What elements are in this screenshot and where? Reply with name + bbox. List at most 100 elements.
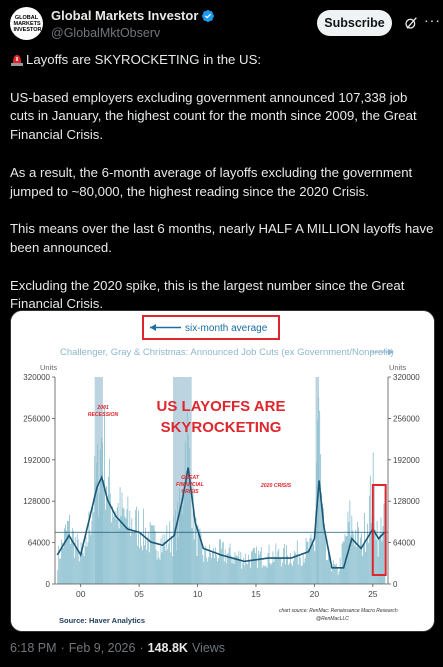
bar xyxy=(232,556,234,584)
bar xyxy=(91,520,93,584)
bar xyxy=(248,554,250,584)
account-name-row[interactable]: Global Markets Investor xyxy=(51,8,215,23)
bar xyxy=(382,525,384,584)
bar xyxy=(347,511,349,584)
bar xyxy=(75,546,77,584)
bar xyxy=(373,484,375,584)
bar xyxy=(109,493,111,584)
bar xyxy=(104,405,105,584)
bar xyxy=(327,560,328,584)
bar xyxy=(179,488,180,584)
bar xyxy=(352,530,354,584)
avatar[interactable]: GLOBAL MARKETS INVESTOR xyxy=(10,7,43,40)
bar xyxy=(126,509,128,584)
bar xyxy=(165,550,167,584)
bar xyxy=(168,543,170,584)
bar xyxy=(258,554,260,584)
chart-source: Source: Haver Analytics xyxy=(59,616,145,625)
bar xyxy=(97,444,99,584)
bar xyxy=(376,520,378,584)
bar xyxy=(242,562,244,584)
grok-icon[interactable] xyxy=(403,15,419,31)
bar xyxy=(215,547,216,584)
x-tick-label: 10 xyxy=(193,589,203,599)
account-name[interactable]: Global Markets Investor xyxy=(51,8,199,23)
bar xyxy=(95,482,97,584)
annotation-label: GREAT xyxy=(181,475,200,481)
bar xyxy=(275,543,277,584)
bar xyxy=(205,545,207,584)
bar xyxy=(158,557,160,584)
bar xyxy=(167,549,169,584)
subscribe-button[interactable]: Subscribe xyxy=(317,10,392,36)
bar xyxy=(85,536,87,584)
monthly-job-cut-bars xyxy=(57,397,386,584)
bar xyxy=(173,516,175,584)
bar xyxy=(182,505,184,584)
bar xyxy=(234,552,236,584)
bar xyxy=(339,557,341,584)
bar xyxy=(171,536,173,584)
x-tick-label: 05 xyxy=(134,589,144,599)
tweet-time[interactable]: 6:18 PM xyxy=(10,641,57,655)
bar xyxy=(128,527,130,584)
bar xyxy=(301,565,303,584)
account-handle[interactable]: @GlobalMktObserv xyxy=(51,26,161,40)
bar xyxy=(310,533,312,584)
bar xyxy=(222,541,224,584)
bar xyxy=(270,564,272,584)
bar xyxy=(340,567,342,584)
bar xyxy=(86,546,88,584)
bar xyxy=(121,492,123,584)
bar xyxy=(209,544,211,584)
bar xyxy=(184,440,186,584)
bar xyxy=(206,557,208,584)
bar xyxy=(221,542,223,584)
bar xyxy=(312,542,314,584)
bar xyxy=(313,544,315,584)
legend-box xyxy=(142,315,280,340)
bar xyxy=(356,546,358,584)
bar xyxy=(131,518,133,584)
bar xyxy=(237,556,239,584)
bar xyxy=(228,547,230,584)
bar xyxy=(212,550,213,584)
more-options-button[interactable]: ··· xyxy=(424,12,441,28)
y-tick-label-right: 320000 xyxy=(393,373,420,382)
bar xyxy=(161,552,163,584)
bar xyxy=(71,528,73,584)
bar xyxy=(254,547,255,584)
bar xyxy=(60,558,62,584)
bar xyxy=(235,555,237,584)
bar xyxy=(200,533,202,584)
bar xyxy=(147,532,149,584)
bar xyxy=(136,506,138,584)
tweet-headline: Layoffs are SKYROCKETING in the US: xyxy=(26,52,262,67)
bar xyxy=(300,565,302,584)
bar xyxy=(291,565,293,584)
bar xyxy=(149,522,151,584)
bar xyxy=(122,507,124,584)
tweet-date[interactable]: Feb 9, 2026 xyxy=(68,641,136,655)
highlight-box xyxy=(371,484,387,576)
bar xyxy=(90,535,92,584)
chart-image[interactable]: 0 0 64000 64000 128000 128000 192000 192000 2560… xyxy=(10,310,435,632)
bar xyxy=(72,531,74,584)
bar xyxy=(135,510,137,584)
bar xyxy=(162,534,164,584)
bar xyxy=(146,537,148,584)
bar xyxy=(278,548,280,584)
y-tick-label-left: 320000 xyxy=(23,373,50,382)
bar xyxy=(150,525,152,584)
bar xyxy=(67,520,68,584)
bar xyxy=(65,524,66,584)
bar xyxy=(290,553,291,584)
bar xyxy=(379,534,381,584)
bar xyxy=(120,516,122,584)
bar xyxy=(267,553,269,584)
bar xyxy=(116,507,118,584)
bar xyxy=(276,557,278,584)
bar xyxy=(304,558,306,584)
bar xyxy=(74,536,76,584)
bar xyxy=(77,539,79,584)
